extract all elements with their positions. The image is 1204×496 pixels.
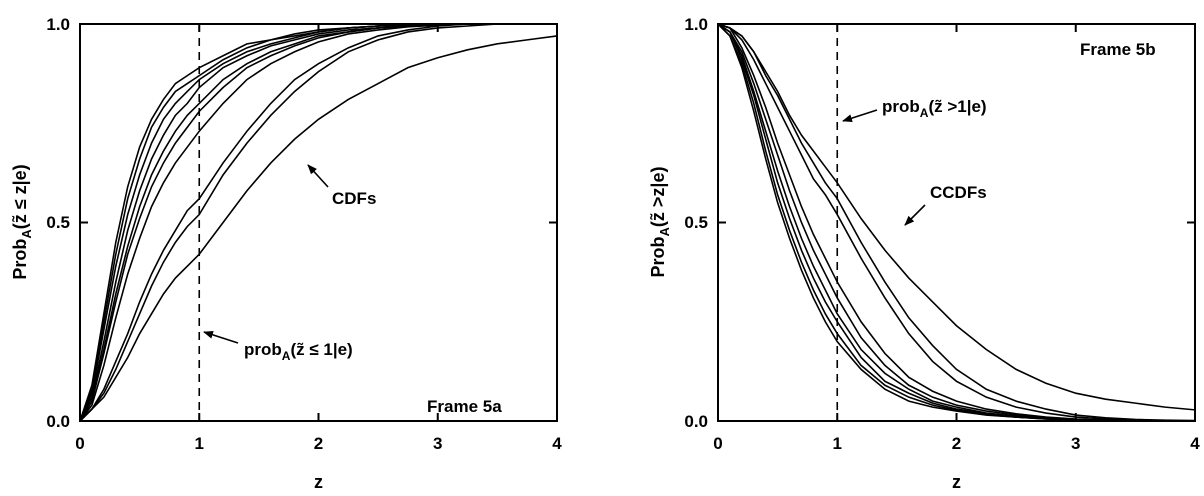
panel-b-curves — [717, 23, 1196, 422]
panel-a-prob-label: probA(z̃ ≤ 1|e) — [244, 340, 353, 363]
panel-a-series-2 — [79, 23, 557, 422]
panel-a-frame-label: Frame 5a — [427, 397, 502, 416]
panel-a-xtick-label: 0 — [75, 434, 84, 453]
panel-a-ytick-label: 0.0 — [46, 412, 70, 431]
panel-a: 0 1 2 3 4 0.0 0.5 1.0 z ProbA(z̃ ≤ z|e) … — [10, 15, 562, 492]
panel-b-prob-arrow — [842, 109, 878, 123]
panel-b: 0 1 2 3 4 0.0 0.5 1.0 z ProbA(z̃ >z|e) F… — [648, 15, 1200, 492]
panel-b-series-5 — [717, 23, 1195, 422]
panel-b-xtick-label: 1 — [833, 434, 842, 453]
panel-b-series-4 — [717, 23, 1195, 422]
panel-a-series-7 — [79, 23, 557, 422]
panel-a-xtick-label: 1 — [195, 434, 204, 453]
panel-b-series-1 — [717, 23, 1195, 422]
panel-b-series-8 — [717, 23, 1196, 422]
panel-a-y-axis-label-rest: (z̃ ≤ z|e) — [10, 164, 30, 229]
panel-a-x-axis-label: z — [314, 472, 323, 492]
panel-a-curves — [79, 23, 558, 422]
panel-a-frame — [79, 23, 558, 422]
panel-b-y-axis-label-main: Prob — [648, 236, 668, 277]
panel-b-series-2 — [717, 23, 1195, 422]
panel-b-series-3 — [717, 23, 1195, 422]
panel-a-series-5 — [79, 23, 557, 422]
panel-a-xtick-label: 4 — [552, 434, 562, 453]
panel-b-xtick-label: 4 — [1190, 434, 1200, 453]
panel-a-xtick-label: 3 — [433, 434, 442, 453]
panel-b-frame — [717, 23, 1196, 422]
panel-b-y-axis-label-rest: (z̃ >z|e) — [648, 167, 668, 228]
panel-a-series-9 — [79, 23, 557, 422]
panel-a-series-1 — [79, 23, 557, 422]
panel-a-cdfs-arrow — [307, 164, 329, 188]
panel-b-series-9 — [717, 23, 1196, 411]
panel-a-cdfs-label: CDFs — [332, 189, 376, 208]
panel-b-ccdfs-label: CCDFs — [930, 183, 987, 202]
panel-b-y-axis-label-sub: A — [657, 226, 672, 236]
panel-b-prob-label: probA(z̃ >1|e) — [882, 97, 987, 120]
panel-a-series-6 — [79, 23, 557, 422]
panel-b-ccdfs-arrow — [904, 204, 926, 226]
panel-a-ticks — [79, 23, 558, 422]
panel-b-ticks — [717, 23, 1196, 422]
panel-a-y-axis-label: ProbA(z̃ ≤ z|e) — [10, 164, 34, 279]
panel-b-prob-label-main: prob — [882, 97, 920, 116]
panel-b-series-6 — [717, 23, 1195, 422]
panel-a-series-3 — [79, 23, 557, 422]
panel-b-y-axis-label: ProbA(z̃ >z|e) — [648, 167, 672, 278]
panel-a-series-8 — [79, 23, 557, 422]
panel-a-prob-label-main: prob — [244, 340, 282, 359]
panel-b-ytick-label: 1.0 — [684, 15, 708, 34]
panel-b-xtick-label: 3 — [1071, 434, 1080, 453]
panel-a-y-axis-label-main: Prob — [10, 239, 30, 280]
panel-b-prob-label-sub: A — [920, 106, 929, 120]
panel-a-ytick-label: 0.5 — [46, 213, 70, 232]
panel-b-frame-label: Frame 5b — [1080, 40, 1156, 59]
panel-a-ytick-label: 1.0 — [46, 15, 70, 34]
panel-b-x-axis-label: z — [952, 472, 961, 492]
panel-b-prob-label-rest: (z̃ >1|e) — [928, 97, 986, 116]
panel-a-xtick-label: 2 — [314, 434, 323, 453]
panel-b-xtick-label: 0 — [713, 434, 722, 453]
panel-b-xtick-label: 2 — [952, 434, 961, 453]
panel-a-series-4 — [79, 23, 557, 422]
panel-b-ytick-label: 0.0 — [684, 412, 708, 431]
panel-b-series-7 — [717, 23, 1196, 422]
panel-a-prob-arrow — [203, 330, 239, 344]
panel-a-y-axis-label-sub: A — [19, 229, 34, 239]
panel-a-prob-label-rest: (z̃ ≤ 1|e) — [290, 340, 352, 359]
panel-b-ytick-label: 0.5 — [684, 213, 708, 232]
panel-a-series-10 — [79, 35, 558, 422]
panel-a-prob-label-sub: A — [282, 349, 291, 363]
